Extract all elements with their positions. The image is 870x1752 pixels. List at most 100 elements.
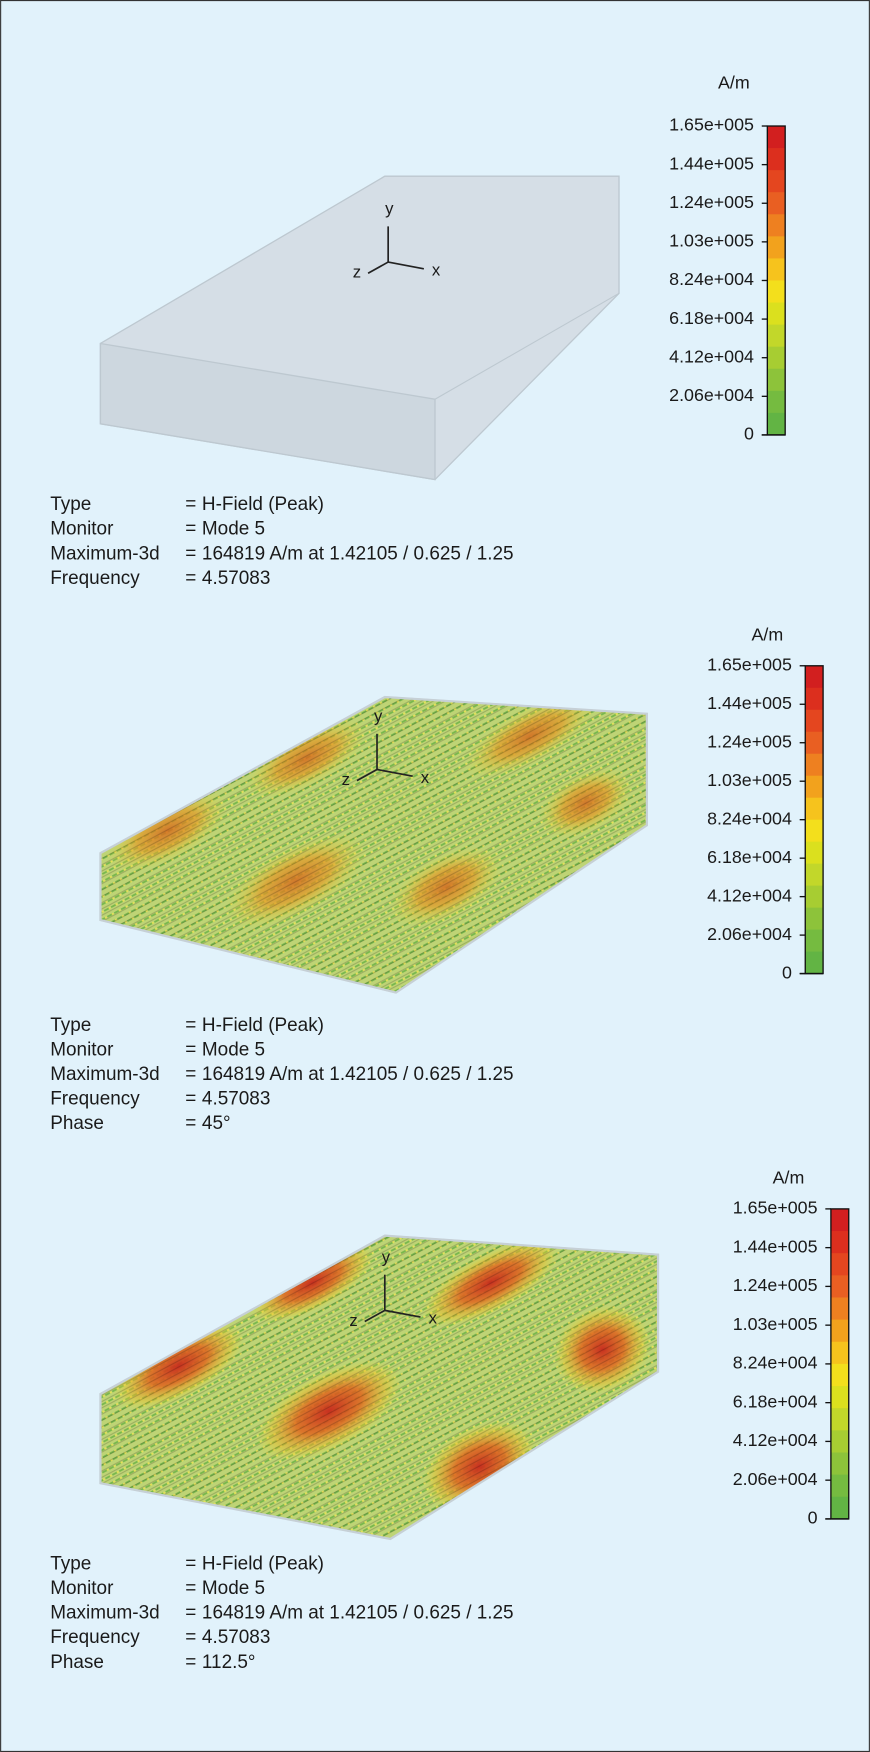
scale-label: 0 (808, 1508, 818, 1528)
scale-band (767, 170, 785, 193)
info-value: H-Field (Peak) (202, 1554, 324, 1575)
scale-band (767, 303, 785, 326)
scale-label: 4.12e+004 (733, 1430, 818, 1450)
scale-band (805, 842, 823, 865)
scale-band (831, 1297, 849, 1320)
scale-band (831, 1364, 849, 1387)
scale-band (831, 1386, 849, 1409)
info-label: Frequency (50, 1089, 140, 1110)
info-label: Maximum-3d (50, 1603, 159, 1624)
scale-label: 8.24e+004 (733, 1353, 818, 1373)
scale-band (805, 820, 823, 843)
info-value: 45° (202, 1113, 231, 1134)
scale-label: 6.18e+004 (669, 308, 754, 328)
info-label: Type (50, 1554, 91, 1575)
axis-label: y (382, 1247, 391, 1266)
scale-band (831, 1275, 849, 1298)
scale-band (767, 258, 785, 281)
scale-band (767, 214, 785, 237)
scale-label: 4.12e+004 (669, 346, 754, 366)
scale-label: 2.06e+004 (669, 385, 754, 405)
info-sep: = (185, 1554, 196, 1575)
info-value: H-Field (Peak) (202, 494, 324, 515)
info-label: Monitor (50, 1040, 113, 1061)
info-label: Maximum-3d (50, 543, 159, 564)
scale-label: 0 (744, 424, 754, 444)
scale-band (831, 1497, 849, 1520)
info-value: 4.57083 (202, 568, 270, 589)
info-value: Mode 5 (202, 519, 265, 540)
scale-band (767, 192, 785, 215)
axis-label: z (349, 1311, 357, 1330)
scale-unit: A/m (751, 624, 783, 644)
scale-label: 1.65e+005 (733, 1198, 818, 1218)
info-value: 164819 A/m at 1.42105 / 0.625 / 1.25 (202, 1603, 514, 1624)
scale-band (831, 1408, 849, 1431)
scale-label: 1.44e+005 (733, 1236, 818, 1256)
info-value: Mode 5 (202, 1578, 265, 1599)
info-sep: = (185, 1064, 196, 1085)
info-value: H-Field (Peak) (202, 1015, 324, 1036)
info-sep: = (185, 543, 196, 564)
scale-band (805, 908, 823, 931)
info-label: Type (50, 494, 91, 515)
scale-label: 2.06e+004 (733, 1469, 818, 1489)
scale-band (805, 710, 823, 733)
scale-band (805, 776, 823, 799)
scale-label: 1.24e+005 (669, 192, 754, 212)
scale-label: 8.24e+004 (669, 269, 754, 289)
info-sep: = (185, 519, 196, 540)
info-sep: = (185, 1113, 196, 1134)
info-sep: = (185, 494, 196, 515)
info-sep: = (185, 1040, 196, 1061)
scale-band (805, 732, 823, 755)
scale-band (831, 1342, 849, 1365)
page: {"panels": [ {"scale": {"unit": "A/m", "… (0, 0, 870, 1752)
scale-unit: A/m (773, 1167, 805, 1187)
info-value: 4.57083 (202, 1627, 270, 1648)
info-sep: = (185, 568, 196, 589)
scale-label: 1.24e+005 (707, 731, 792, 751)
scale-label: 1.03e+005 (669, 231, 754, 251)
info-value: Mode 5 (202, 1040, 265, 1061)
scale-band (767, 236, 785, 259)
info-label: Maximum-3d (50, 1064, 159, 1085)
scale-band (831, 1320, 849, 1343)
scale-band (767, 391, 785, 414)
axis-label: x (432, 260, 441, 279)
info-sep: = (185, 1089, 196, 1110)
axis-label: y (374, 707, 383, 726)
scale-band (831, 1209, 849, 1232)
scale-band (767, 413, 785, 436)
axis-label: x (421, 768, 430, 787)
scale-band (805, 798, 823, 821)
scale-label: 8.24e+004 (707, 808, 792, 828)
axis-label: z (353, 263, 361, 282)
info-value: 112.5° (202, 1652, 256, 1673)
figure: y x z A/m 1.65e+005 1.44e+005 1.24e+005 1.03e+0… (0, 0, 870, 1752)
info-label: Type (50, 1015, 91, 1036)
scale-label: 2.06e+004 (707, 924, 792, 944)
scale-band (805, 688, 823, 711)
scale-label: 1.65e+005 (707, 655, 792, 675)
info-label: Monitor (50, 519, 113, 540)
scale-band (767, 148, 785, 171)
scale-label: 1.24e+005 (733, 1275, 818, 1295)
scale-band (767, 347, 785, 370)
scale-label: 6.18e+004 (707, 847, 792, 867)
info-label: Frequency (50, 1627, 140, 1648)
scale-label: 1.65e+005 (669, 115, 754, 135)
scale-band (767, 325, 785, 348)
axis-label: x (429, 1309, 438, 1328)
info-value: 164819 A/m at 1.42105 / 0.625 / 1.25 (202, 543, 514, 564)
info-sep: = (185, 1578, 196, 1599)
scale-label: 0 (782, 962, 792, 982)
scale-label: 1.44e+005 (707, 693, 792, 713)
info-value: 164819 A/m at 1.42105 / 0.625 / 1.25 (202, 1064, 514, 1085)
scale-band (805, 886, 823, 909)
scale-band (767, 369, 785, 392)
scale-label: 6.18e+004 (733, 1391, 818, 1411)
scale-band (831, 1452, 849, 1475)
scale-label: 1.44e+005 (669, 153, 754, 173)
info-sep: = (185, 1015, 196, 1036)
